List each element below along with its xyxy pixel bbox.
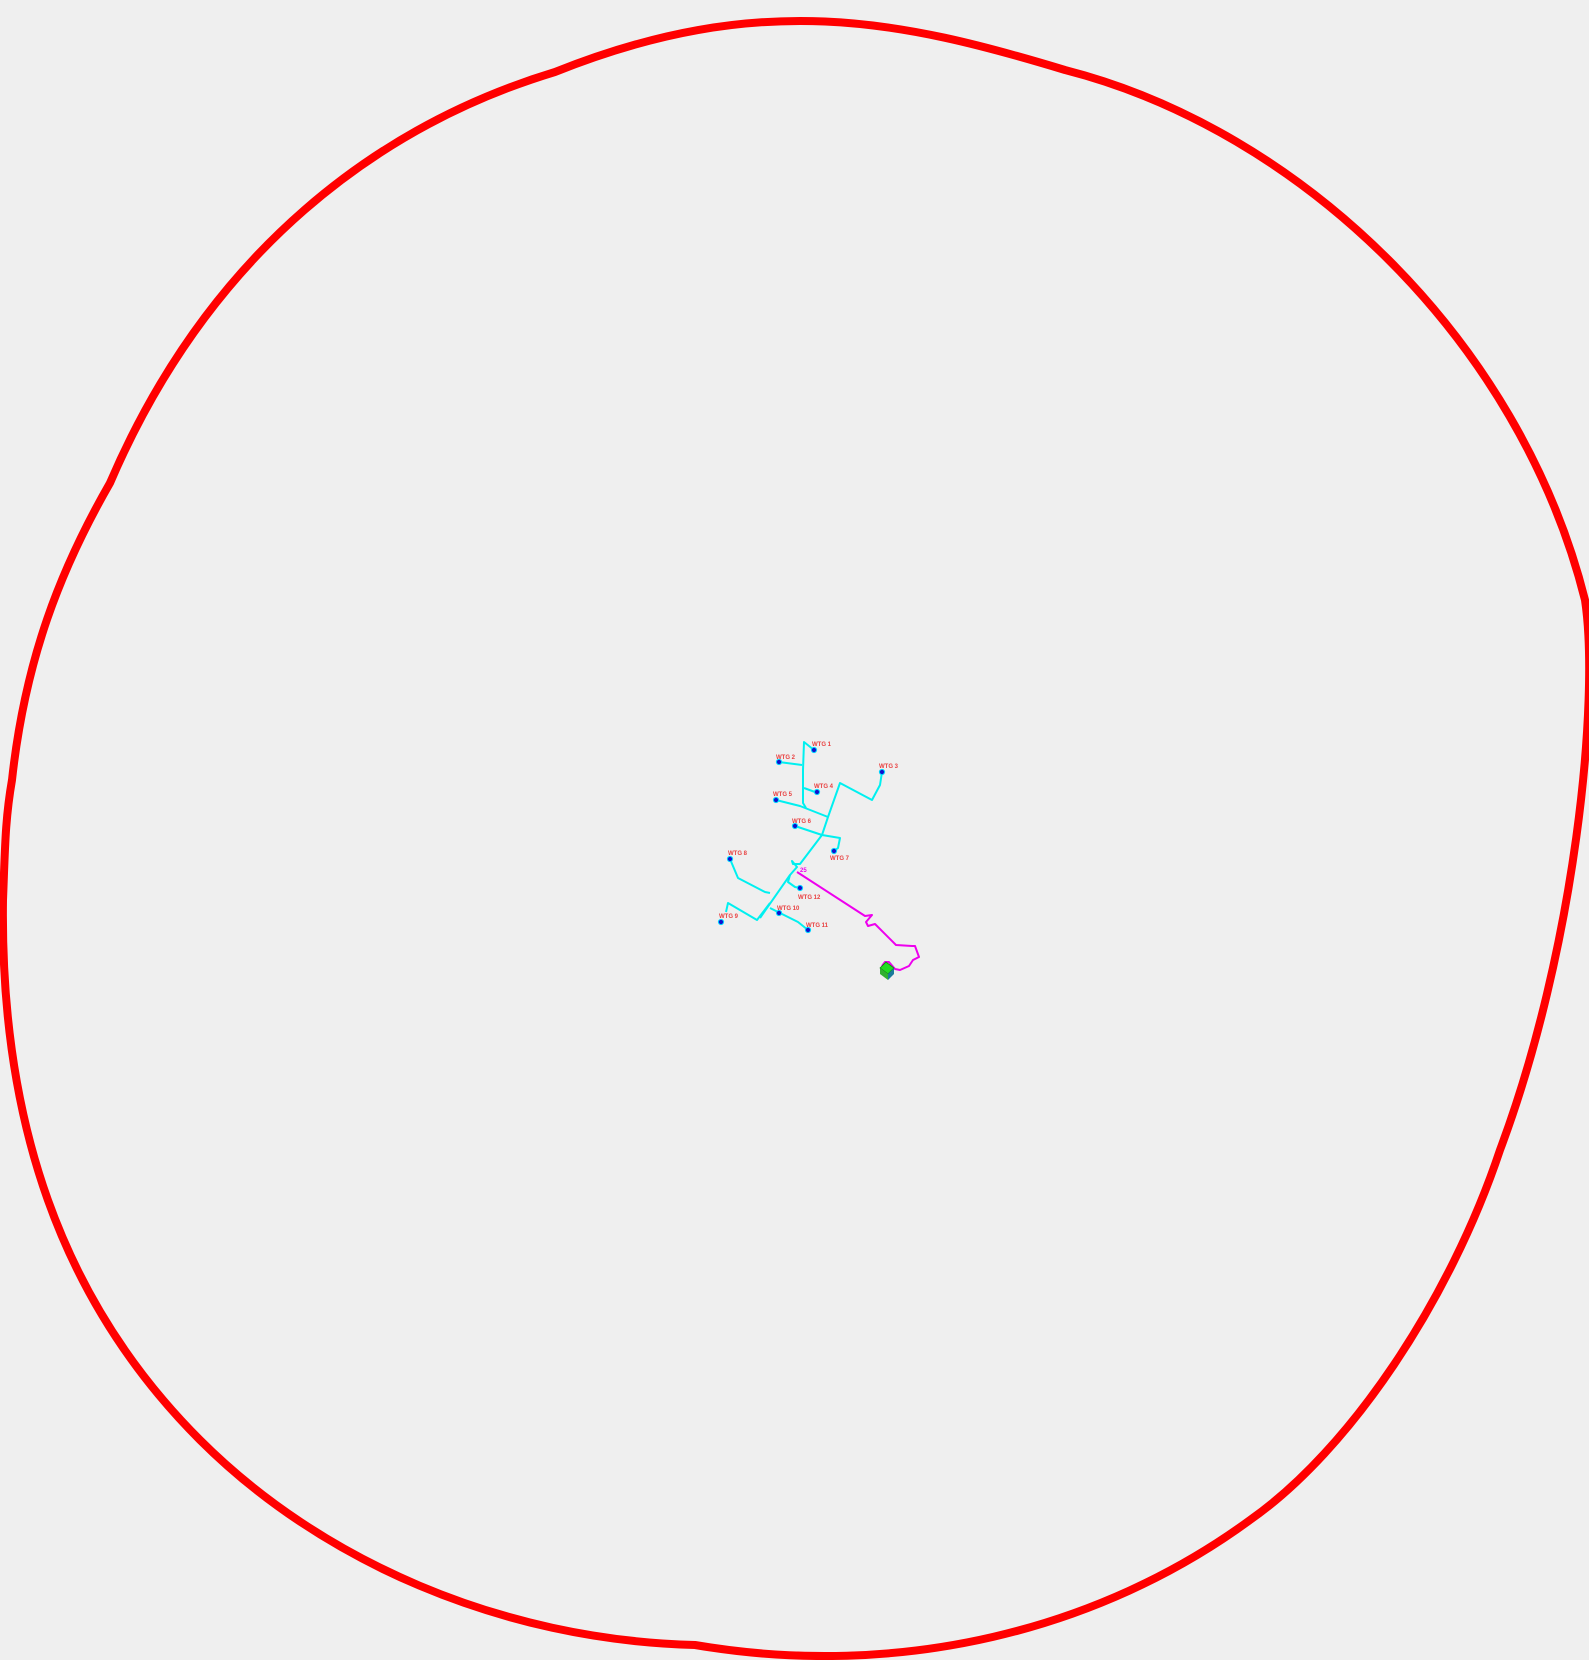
array-cable-wtg8 xyxy=(729,858,771,894)
turbine-label: WTG 1 xyxy=(812,742,832,748)
wtg-6[interactable]: WTG 6 xyxy=(791,819,812,830)
array-cable-wtg4 xyxy=(803,787,816,793)
turbine-icon xyxy=(791,822,799,830)
array-cable-wtg2 xyxy=(778,761,803,766)
array-cable-wtg6 xyxy=(794,825,841,852)
turbine-label: WTG 6 xyxy=(792,819,812,825)
array-cable-wtg5 xyxy=(775,799,829,818)
wtg-2[interactable]: WTG 2 xyxy=(775,755,796,766)
wtg-1[interactable]: WTG 1 xyxy=(810,742,832,754)
turbine-icon xyxy=(878,768,886,776)
wtg-4[interactable]: WTG 4 xyxy=(813,784,834,796)
turbine-icon xyxy=(796,884,804,892)
turbine-label: WTG 8 xyxy=(728,851,748,857)
turbine-icon xyxy=(813,788,821,796)
array-cable-wtg11 xyxy=(769,907,809,931)
turbine-label: WTG 2 xyxy=(776,755,796,761)
array-cables xyxy=(725,741,883,931)
turbine-label: WTG 3 xyxy=(879,764,899,770)
turbine-icon xyxy=(726,855,734,863)
array-cable-wtg9 xyxy=(725,902,771,921)
substation-icon xyxy=(879,961,895,980)
turbine-icon xyxy=(804,926,812,934)
turbine-label: WTG 12 xyxy=(798,895,821,901)
wtg-8[interactable]: WTG 8 xyxy=(726,851,748,863)
turbine-label: WTG 9 xyxy=(719,914,739,920)
turbine-icon xyxy=(717,918,725,926)
wtg-7[interactable]: WTG 7 xyxy=(830,847,850,862)
array-cable-wtg1-branch xyxy=(802,741,815,809)
turbine-icon xyxy=(830,847,838,855)
export-cable xyxy=(796,871,920,971)
wtg-5[interactable]: WTG 5 xyxy=(772,792,793,804)
turbine-icon xyxy=(772,796,780,804)
turbine-icon xyxy=(775,758,783,766)
turbine-label: WTG 4 xyxy=(814,784,834,790)
turbine-label: WTG 5 xyxy=(773,792,793,798)
wtg-11[interactable]: WTG 11 xyxy=(804,923,829,934)
wtg-9[interactable]: WTG 9 xyxy=(717,914,739,926)
turbine-group: WTG 1 WTG 2 WTG 3 WTG 4 WTG 5 WTG 6 WTG … xyxy=(717,742,899,934)
turbine-label: WTG 7 xyxy=(830,856,850,862)
turbine-label: WTG 10 xyxy=(777,906,800,912)
turbine-label: WTG 11 xyxy=(806,923,829,929)
wtg-10[interactable]: WTG 10 xyxy=(775,906,800,917)
turbine-icon xyxy=(775,909,783,917)
array-cable-wtg3 xyxy=(821,771,883,836)
site-boundary xyxy=(0,16,1589,1660)
wtg-12[interactable]: WTG 12 xyxy=(796,884,821,901)
turbine-icon xyxy=(810,746,818,754)
wtg-3[interactable]: WTG 3 xyxy=(878,764,899,776)
junction-label: 25 xyxy=(800,868,807,874)
